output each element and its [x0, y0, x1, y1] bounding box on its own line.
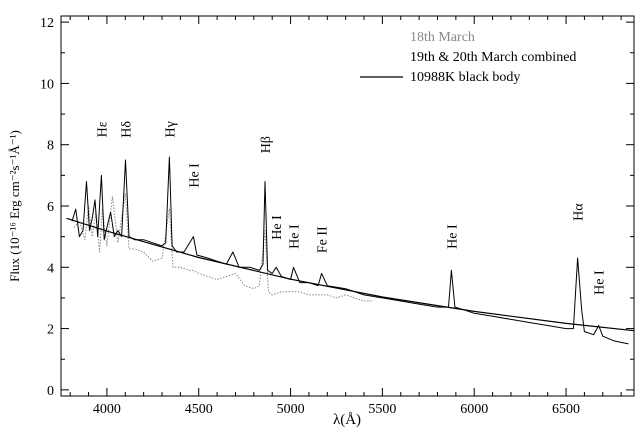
- series-black-body-fit: [66, 217, 635, 332]
- legend-label-combined: 19th & 20th March combined: [410, 50, 576, 65]
- x-tick-label: 6500: [552, 402, 580, 417]
- x-tick-label: 5500: [368, 402, 396, 417]
- y-tick-label: 0: [47, 384, 54, 399]
- axis-ticks: [61, 16, 634, 396]
- line-label: Hδ: [120, 121, 135, 138]
- legend-label-black-body: 10988K black body: [410, 70, 520, 85]
- y-tick-label: 12: [40, 16, 54, 31]
- y-tick-label: 6: [47, 200, 54, 215]
- line-label: Hγ: [163, 121, 178, 137]
- axis-tick-labels: 4000 4500 5000 5500 6000 6500 0 2 4 6 8 10 12: [40, 16, 580, 417]
- y-axis-label: Flux (10⁻¹⁶ Erg cm⁻²s⁻¹Å⁻¹): [7, 130, 22, 282]
- line-label: Hβ: [259, 136, 274, 153]
- line-label: He I: [270, 215, 285, 240]
- series-19th-20th-march-combined: [71, 156, 629, 345]
- legend: 18th March 19th & 20th March combined 10…: [360, 30, 576, 85]
- y-tick-label: 4: [47, 261, 54, 276]
- line-label: He I: [288, 224, 303, 249]
- line-label: He I: [593, 270, 608, 295]
- y-tick-label: 8: [47, 139, 54, 154]
- line-label: Hα: [572, 203, 587, 221]
- legend-label-18th-march: 18th March: [410, 30, 475, 45]
- line-label: Fe II: [316, 226, 331, 253]
- line-label: He I: [187, 163, 202, 188]
- x-tick-label: 5000: [277, 402, 305, 417]
- plot-frame: [60, 15, 635, 397]
- x-axis-label: λ(Å): [333, 412, 361, 428]
- line-label: Hε: [95, 121, 110, 137]
- x-tick-label: 4500: [185, 402, 213, 417]
- y-tick-label: 2: [47, 323, 54, 338]
- series-layer: [66, 156, 635, 345]
- x-tick-label: 4000: [93, 402, 121, 417]
- series-18th-march: [73, 193, 374, 302]
- y-tick-label: 10: [40, 77, 54, 92]
- x-tick-label: 6000: [460, 402, 488, 417]
- line-label: He I: [445, 224, 460, 249]
